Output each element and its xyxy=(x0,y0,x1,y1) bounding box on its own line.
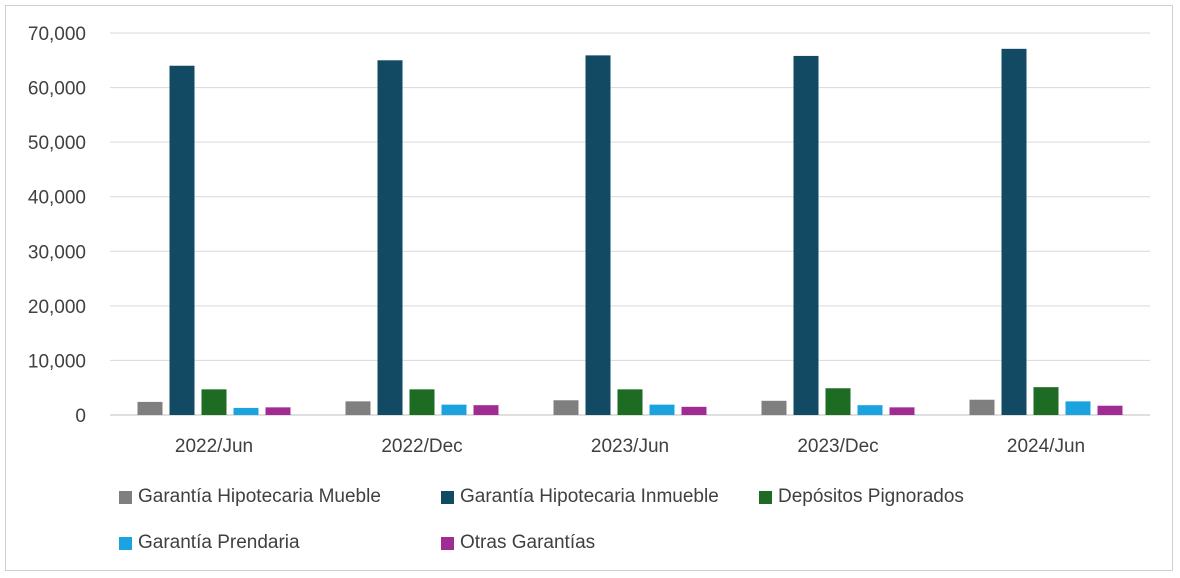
y-tick-label: 0 xyxy=(75,406,86,427)
bar xyxy=(409,389,435,415)
y-tick-label: 40,000 xyxy=(28,188,86,209)
y-tick-label: 60,000 xyxy=(28,79,86,100)
bar xyxy=(1033,387,1059,415)
x-tick-label: 2023/Dec xyxy=(797,436,878,457)
bar xyxy=(201,389,227,415)
bar xyxy=(441,404,467,415)
bar xyxy=(265,407,291,415)
bar xyxy=(761,400,787,415)
x-tick-label: 2022/Jun xyxy=(175,436,253,457)
bar xyxy=(473,405,499,415)
x-tick-label: 2023/Jun xyxy=(591,436,669,457)
bar xyxy=(681,406,707,415)
bar xyxy=(617,389,643,415)
bar xyxy=(169,65,195,415)
y-tick-label: 50,000 xyxy=(28,133,86,154)
bar xyxy=(969,399,995,415)
bar xyxy=(793,55,819,416)
bar xyxy=(889,407,915,415)
x-tick-label: 2024/Jun xyxy=(1007,436,1085,457)
bar xyxy=(233,407,259,415)
bar xyxy=(1097,405,1123,415)
bar xyxy=(825,388,851,415)
y-tick-label: 20,000 xyxy=(28,297,86,318)
y-tick-label: 70,000 xyxy=(28,24,86,45)
bar xyxy=(649,404,675,415)
bar xyxy=(137,401,163,415)
y-tick-label: 10,000 xyxy=(28,351,86,372)
bar xyxy=(1001,48,1027,415)
y-tick-label: 30,000 xyxy=(28,242,86,263)
bar xyxy=(377,60,403,416)
bar xyxy=(585,55,611,415)
bar xyxy=(1065,401,1091,415)
bar xyxy=(553,400,579,415)
x-tick-label: 2022/Dec xyxy=(381,436,462,457)
bar xyxy=(345,401,371,415)
bar xyxy=(857,405,883,415)
